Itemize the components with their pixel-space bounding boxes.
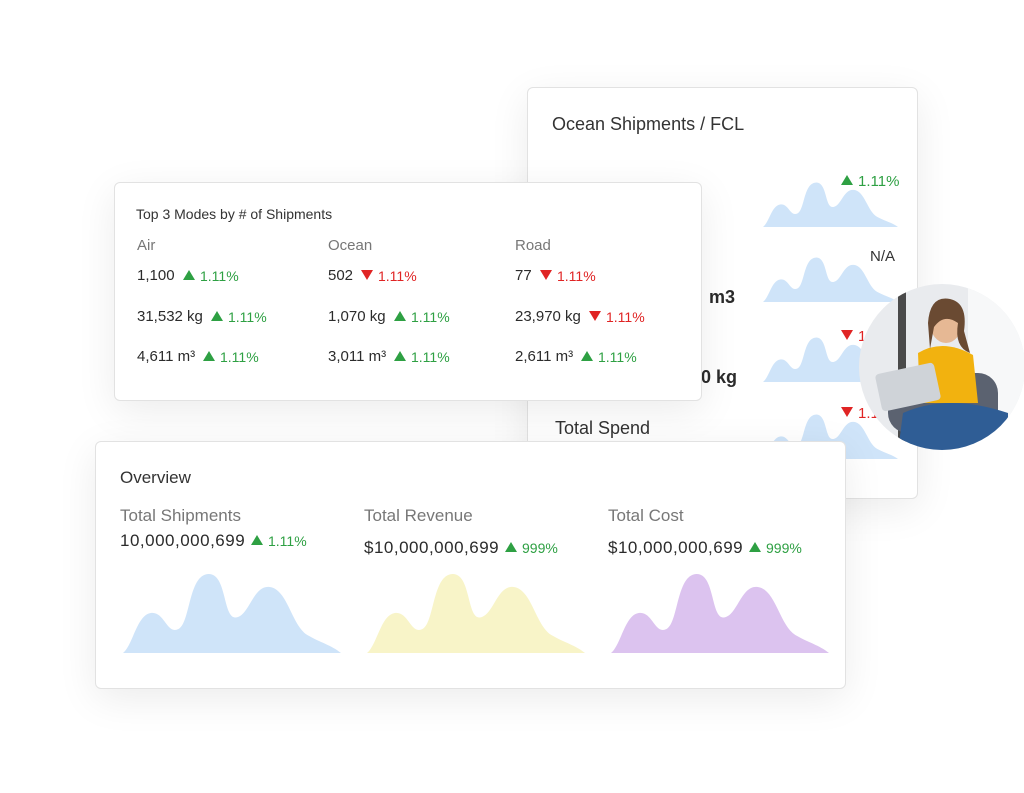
overview-card: Overview Total Shipments 10,000,000,699 1.… [95,441,846,689]
column-header: Road [515,237,551,254]
change-value: N/A [870,248,896,265]
metric-value: 0 kg [701,367,738,387]
trend-arrow [203,351,215,361]
change: 1.11% [251,533,307,549]
sparkline-area [611,573,829,653]
sparkline-area [763,182,898,227]
change-value: 1.11% [228,308,267,325]
change: 1.11% [394,309,450,325]
change-value: 1.11% [378,268,417,284]
change: 1.11% [540,268,596,284]
change-value: 1.11% [598,349,637,365]
mode-value: 1,100 [137,267,175,284]
sparkline [123,573,341,653]
change: 1.11% [581,349,637,365]
card-title: Overview [120,468,191,487]
change-value: 1.11% [411,308,450,325]
change-value: 1.11% [411,349,450,365]
metric-value: 10,000,000,699 [120,531,246,550]
change-value: 1.11% [606,308,645,325]
trend-arrow [394,310,406,321]
change: N/A [870,248,895,265]
change-value: 1.11% [200,268,239,284]
trend-arrow [589,310,601,321]
change: 999% [749,540,802,556]
change: 1.11% [841,173,899,190]
change: 1.11% [394,349,450,365]
sparkline-area [123,573,341,653]
change-value: 1.11% [557,268,596,284]
change-value: 1.11% [220,349,259,365]
sparkline [763,182,898,227]
change-value: 999% [766,540,802,556]
change: 1.11% [361,268,417,284]
change-value: 999% [522,540,558,556]
metric-value: $10,000,000,699 [608,538,744,557]
metric-label: Total Cost [608,506,684,525]
metric-label: Total Spend [555,418,651,438]
trend-arrow [841,330,853,340]
change-value: 1.11% [858,173,900,190]
mode-value: 3,011 m³ [328,348,387,365]
trend-arrow [251,535,263,545]
metric-label: Total Revenue [364,506,473,525]
metric-value: m3 [709,287,736,307]
column-header: Air [137,237,156,254]
trend-arrow [394,351,406,361]
sparkline [367,573,585,653]
trend-arrow [841,175,853,185]
metric-value: $10,000,000,699 [364,538,500,557]
trend-arrow [361,270,373,280]
mode-value: 4,611 m³ [137,348,196,365]
card-title: Ocean Shipments / FCL [552,114,745,134]
trend-arrow [211,310,223,321]
trend-arrow [540,270,552,280]
modes-card: Top 3 Modes by # of Shipments Air 1,100 1.… [114,182,702,401]
sparkline-area [763,257,898,302]
mode-value: 2,611 m³ [515,348,574,365]
metric-label: Total Shipments [120,506,241,525]
card-title: Top 3 Modes by # of Shipments [136,206,333,222]
change: 1.11% [183,268,239,284]
mode-value: 502 [328,267,354,284]
user-photo [859,284,1024,450]
change: 1.11% [211,309,267,325]
mode-value: 31,532 kg [137,307,203,325]
change: 1.11% [589,309,645,325]
mode-value: 1,070 kg [328,307,386,325]
change: 999% [505,540,558,556]
trend-arrow [749,542,761,552]
mode-value: 23,970 kg [515,307,581,325]
change-value: 1.11% [268,533,307,549]
sparkline-area [367,573,585,653]
sparkline [763,257,898,302]
trend-arrow [581,351,593,361]
trend-arrow [505,542,517,552]
column-header: Ocean [328,237,373,254]
mode-value: 77 [515,267,532,284]
trend-arrow [183,270,195,280]
change: 1.11% [203,349,259,365]
sparkline [611,573,829,653]
trend-arrow [841,407,853,417]
